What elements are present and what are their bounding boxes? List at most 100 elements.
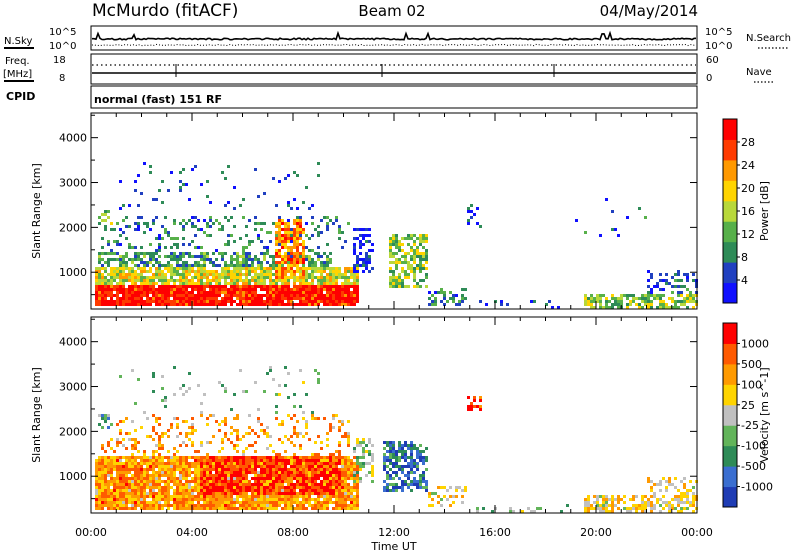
heatmap-cell [164, 216, 167, 219]
heatmap-cell [206, 273, 209, 276]
heatmap-cell [107, 471, 110, 474]
heatmap-cell [221, 267, 224, 270]
heatmap-cell [311, 222, 314, 225]
heatmap-cell [146, 477, 149, 480]
heatmap-cell [260, 474, 263, 477]
heatmap-cell [206, 270, 209, 273]
heatmap-cell [284, 366, 287, 369]
heatmap-cell [356, 495, 359, 498]
heatmap-cell [278, 297, 281, 300]
heatmap-cell [677, 510, 680, 513]
heatmap-cell [305, 495, 308, 498]
heatmap-cell [644, 216, 647, 219]
heatmap-cell [347, 285, 350, 288]
heatmap-cell [308, 267, 311, 270]
heatmap-cell [275, 495, 278, 498]
heatmap-cell [290, 237, 293, 240]
heatmap-cell [245, 276, 248, 279]
heatmap-cell [200, 411, 203, 414]
heatmap-cell [257, 237, 260, 240]
heatmap-cell [632, 297, 635, 300]
heatmap-cell [293, 459, 296, 462]
heatmap-cell [332, 474, 335, 477]
heatmap-cell [194, 246, 197, 249]
heatmap-cell [125, 432, 128, 435]
heatmap-cell [605, 198, 608, 201]
heatmap-cell [242, 492, 245, 495]
heatmap-cell [185, 390, 188, 393]
heatmap-cell [356, 444, 359, 447]
heatmap-cell [182, 183, 185, 186]
heatmap-cell [407, 471, 410, 474]
heatmap-cell [308, 303, 311, 306]
heatmap-cell [296, 174, 299, 177]
heatmap-cell [584, 303, 587, 306]
heatmap-cell [230, 441, 233, 444]
heatmap-cell [395, 261, 398, 264]
heatmap-cell [638, 507, 641, 510]
heatmap-cell [98, 498, 101, 501]
heatmap-cell [98, 255, 101, 258]
heatmap-cell [407, 234, 410, 237]
heatmap-cell [119, 207, 122, 210]
heatmap-cell [350, 465, 353, 468]
heatmap-cell [290, 228, 293, 231]
heatmap-cell [224, 498, 227, 501]
heatmap-cell [173, 282, 176, 285]
heatmap-cell [299, 477, 302, 480]
heatmap-cell [680, 495, 683, 498]
heatmap-cell [344, 270, 347, 273]
heatmap-cell [281, 300, 284, 303]
heatmap-cell [281, 465, 284, 468]
heatmap-cell [152, 462, 155, 465]
heatmap-cell [317, 495, 320, 498]
heatmap-cell [350, 462, 353, 465]
heatmap-cell [302, 489, 305, 492]
heatmap-cell [131, 501, 134, 504]
heatmap-cell [245, 255, 248, 258]
heatmap-cell [176, 426, 179, 429]
heatmap-cell [365, 462, 368, 465]
heatmap-cell [128, 456, 131, 459]
heatmap-cell [221, 474, 224, 477]
heatmap-cell [353, 294, 356, 297]
heatmap-cell [191, 294, 194, 297]
heatmap-cell [122, 507, 125, 510]
heatmap-cell [122, 498, 125, 501]
heatmap-cell [392, 486, 395, 489]
heatmap-cell [140, 480, 143, 483]
heatmap-cell [170, 477, 173, 480]
heatmap-cell [332, 294, 335, 297]
heatmap-cell [308, 504, 311, 507]
heatmap-cell [311, 489, 314, 492]
heatmap-cell [509, 507, 512, 510]
heatmap-cell [320, 285, 323, 288]
heatmap-cell [425, 255, 428, 258]
heatmap-cell [167, 495, 170, 498]
heatmap-cell [146, 501, 149, 504]
heatmap-cell [668, 483, 671, 486]
heatmap-cell [254, 168, 257, 171]
heatmap-cell [329, 303, 332, 306]
heatmap-cell [134, 468, 137, 471]
heatmap-cell [422, 255, 425, 258]
heatmap-cell [305, 501, 308, 504]
heatmap-cell [137, 471, 140, 474]
heatmap-cell [110, 462, 113, 465]
heatmap-cell [161, 435, 164, 438]
heatmap-cell [236, 294, 239, 297]
heatmap-cell [113, 273, 116, 276]
heatmap-cell [236, 480, 239, 483]
colorbar-segment [723, 323, 737, 344]
heatmap-cell [269, 462, 272, 465]
heatmap-cell [398, 465, 401, 468]
heatmap-cell [149, 279, 152, 282]
heatmap-cell [200, 252, 203, 255]
heatmap-cell [404, 453, 407, 456]
heatmap-cell [179, 468, 182, 471]
heatmap-cell [284, 240, 287, 243]
heatmap-cell [611, 210, 614, 213]
heatmap-cell [287, 276, 290, 279]
heatmap-cell [215, 270, 218, 273]
heatmap-cell [254, 273, 257, 276]
